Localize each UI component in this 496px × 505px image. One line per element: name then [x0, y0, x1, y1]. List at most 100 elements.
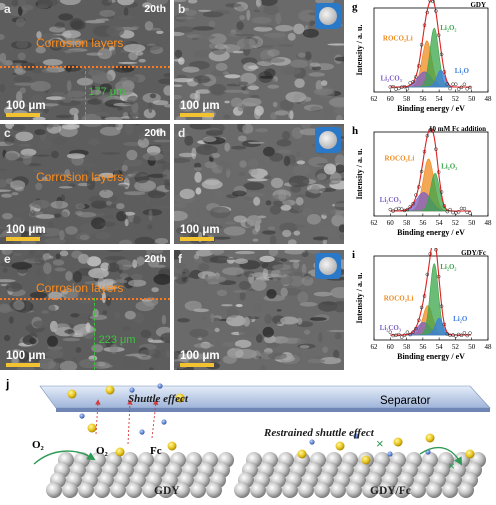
electrode-atom	[378, 482, 394, 498]
o2-diffusion-arrow	[33, 450, 96, 465]
blocked-mark: ×	[376, 436, 384, 451]
xps-data-point	[388, 330, 393, 334]
xps-data-point	[417, 318, 421, 322]
xps-data-point	[431, 129, 435, 133]
fc-cycle-arrow	[419, 446, 463, 466]
xps-data-point	[405, 330, 410, 334]
electrode-atom	[158, 482, 174, 498]
electrode-atom	[110, 482, 126, 498]
x-axis-label: Binding energy / eV	[397, 352, 465, 361]
xps-data-point	[405, 87, 410, 91]
xps-data-point	[417, 64, 421, 68]
electrode-atom	[94, 482, 110, 498]
shuttle-particles	[67, 383, 475, 465]
peak-label: Li₂CO₃	[380, 324, 401, 332]
xps-data-point	[399, 335, 404, 339]
xps-data-point	[448, 86, 452, 91]
peak-label: Li₂O₂	[441, 163, 457, 171]
sem-micrograph	[174, 0, 344, 120]
o2-molecule	[139, 429, 145, 435]
xps-data-point	[399, 207, 404, 211]
fc-molecule	[361, 455, 371, 465]
x-tick-label: 56	[419, 343, 427, 351]
sem-micrograph	[0, 124, 170, 244]
x-tick-label: 54	[436, 343, 444, 351]
xps-spectrum-chart: 62 60 58 56 54 52 50 48 Binding energy / eV Inten…	[352, 125, 493, 237]
peak-label: Li₂CO₃	[380, 74, 401, 82]
x-tick-label: 52	[452, 95, 460, 103]
electrode-atom	[46, 482, 62, 498]
xps-data-point	[456, 87, 461, 91]
panel-label-j: j	[5, 377, 9, 391]
xps-data-point	[434, 247, 438, 252]
xps-data-point	[419, 305, 424, 310]
electrode-atom	[314, 482, 330, 498]
panel-label-c: c	[4, 126, 11, 140]
electrode-atom	[442, 482, 458, 498]
sem-panel-a: a 20th Corrosion layers 177 μm 100 μm	[0, 0, 170, 120]
shuttle-schematic: × × j Separator Shuttle effect Restraine…	[0, 372, 496, 500]
scale-bar-label: 100 μm	[180, 350, 220, 362]
electrode-atom	[142, 482, 158, 498]
peak-label: Li₂O₂	[440, 24, 456, 32]
fc-molecule	[175, 393, 185, 403]
xps-data-point	[397, 332, 401, 337]
sem-panel-c: c 20th Corrosion layers 100 μm	[0, 124, 170, 244]
sem-panel-d: d 100 μm	[174, 124, 344, 244]
electrode-atom	[266, 482, 282, 498]
xps-data-point	[465, 333, 469, 338]
y-axis-label: Intensity / a. u.	[355, 273, 364, 324]
xps-data-point	[425, 134, 430, 138]
cycle-number: 20th	[144, 253, 166, 265]
xps-data-point	[465, 87, 469, 91]
electrode-photo-inset	[315, 3, 341, 29]
electrode-atom	[458, 482, 474, 498]
fc-molecule	[425, 433, 435, 443]
xps-data-point	[462, 206, 467, 211]
x-tick-label: 50	[468, 343, 476, 351]
xps-data-point	[425, 10, 430, 15]
peak-label: Li₂O	[453, 315, 468, 323]
o2-molecule	[157, 383, 163, 389]
xps-data-point	[459, 85, 464, 90]
gdy-electrode-label: GDY	[154, 485, 180, 497]
xps-data-point	[414, 193, 418, 197]
xps-data-point	[419, 169, 424, 174]
panel-label-g: g	[352, 1, 358, 13]
xps-data-point	[442, 204, 447, 208]
cycle-number: 20th	[144, 3, 166, 15]
separator-edge	[56, 408, 490, 412]
xps-data-point	[454, 82, 458, 86]
xps-data-point	[468, 331, 472, 335]
shuttle-effect-label: Shuttle effect	[128, 393, 189, 405]
electrode-atom	[410, 482, 426, 498]
fc-molecule	[115, 447, 125, 457]
restrained-shuttle-label: Restrained shuttle effect	[263, 427, 375, 439]
xps-data-point	[445, 332, 450, 336]
xps-data-point	[468, 85, 472, 90]
peak-label: Li₂O₂	[440, 263, 456, 271]
electrode-photo-inset	[315, 127, 341, 153]
electrode-atom	[394, 482, 410, 498]
x-tick-label: 58	[403, 219, 411, 227]
o2-label: O₂	[32, 439, 45, 451]
x-tick-label: 48	[485, 219, 493, 227]
thickness-label: 223 μm	[98, 334, 136, 346]
o2-molecule	[79, 413, 85, 419]
xps-data-point	[408, 204, 412, 209]
xps-condition-title: GDY	[470, 1, 486, 9]
cycle-number: 20th	[144, 127, 166, 139]
xps-panel-h: 62 60 58 56 54 52 50 48 Binding energy / eV Inten…	[352, 124, 492, 249]
o2-molecule	[309, 439, 315, 445]
fc-molecule	[335, 441, 345, 451]
electrode-atom	[282, 482, 298, 498]
xps-data-point	[434, 147, 438, 151]
panel-label-h: h	[352, 125, 358, 137]
electrode-atom	[330, 482, 346, 498]
x-tick-label: 62	[371, 343, 379, 351]
xps-data-point	[402, 333, 407, 337]
xps-data-point	[439, 52, 444, 57]
o2-molecule	[129, 387, 135, 393]
xps-data-point	[397, 86, 401, 91]
x-axis-label: Binding energy / eV	[397, 228, 465, 237]
